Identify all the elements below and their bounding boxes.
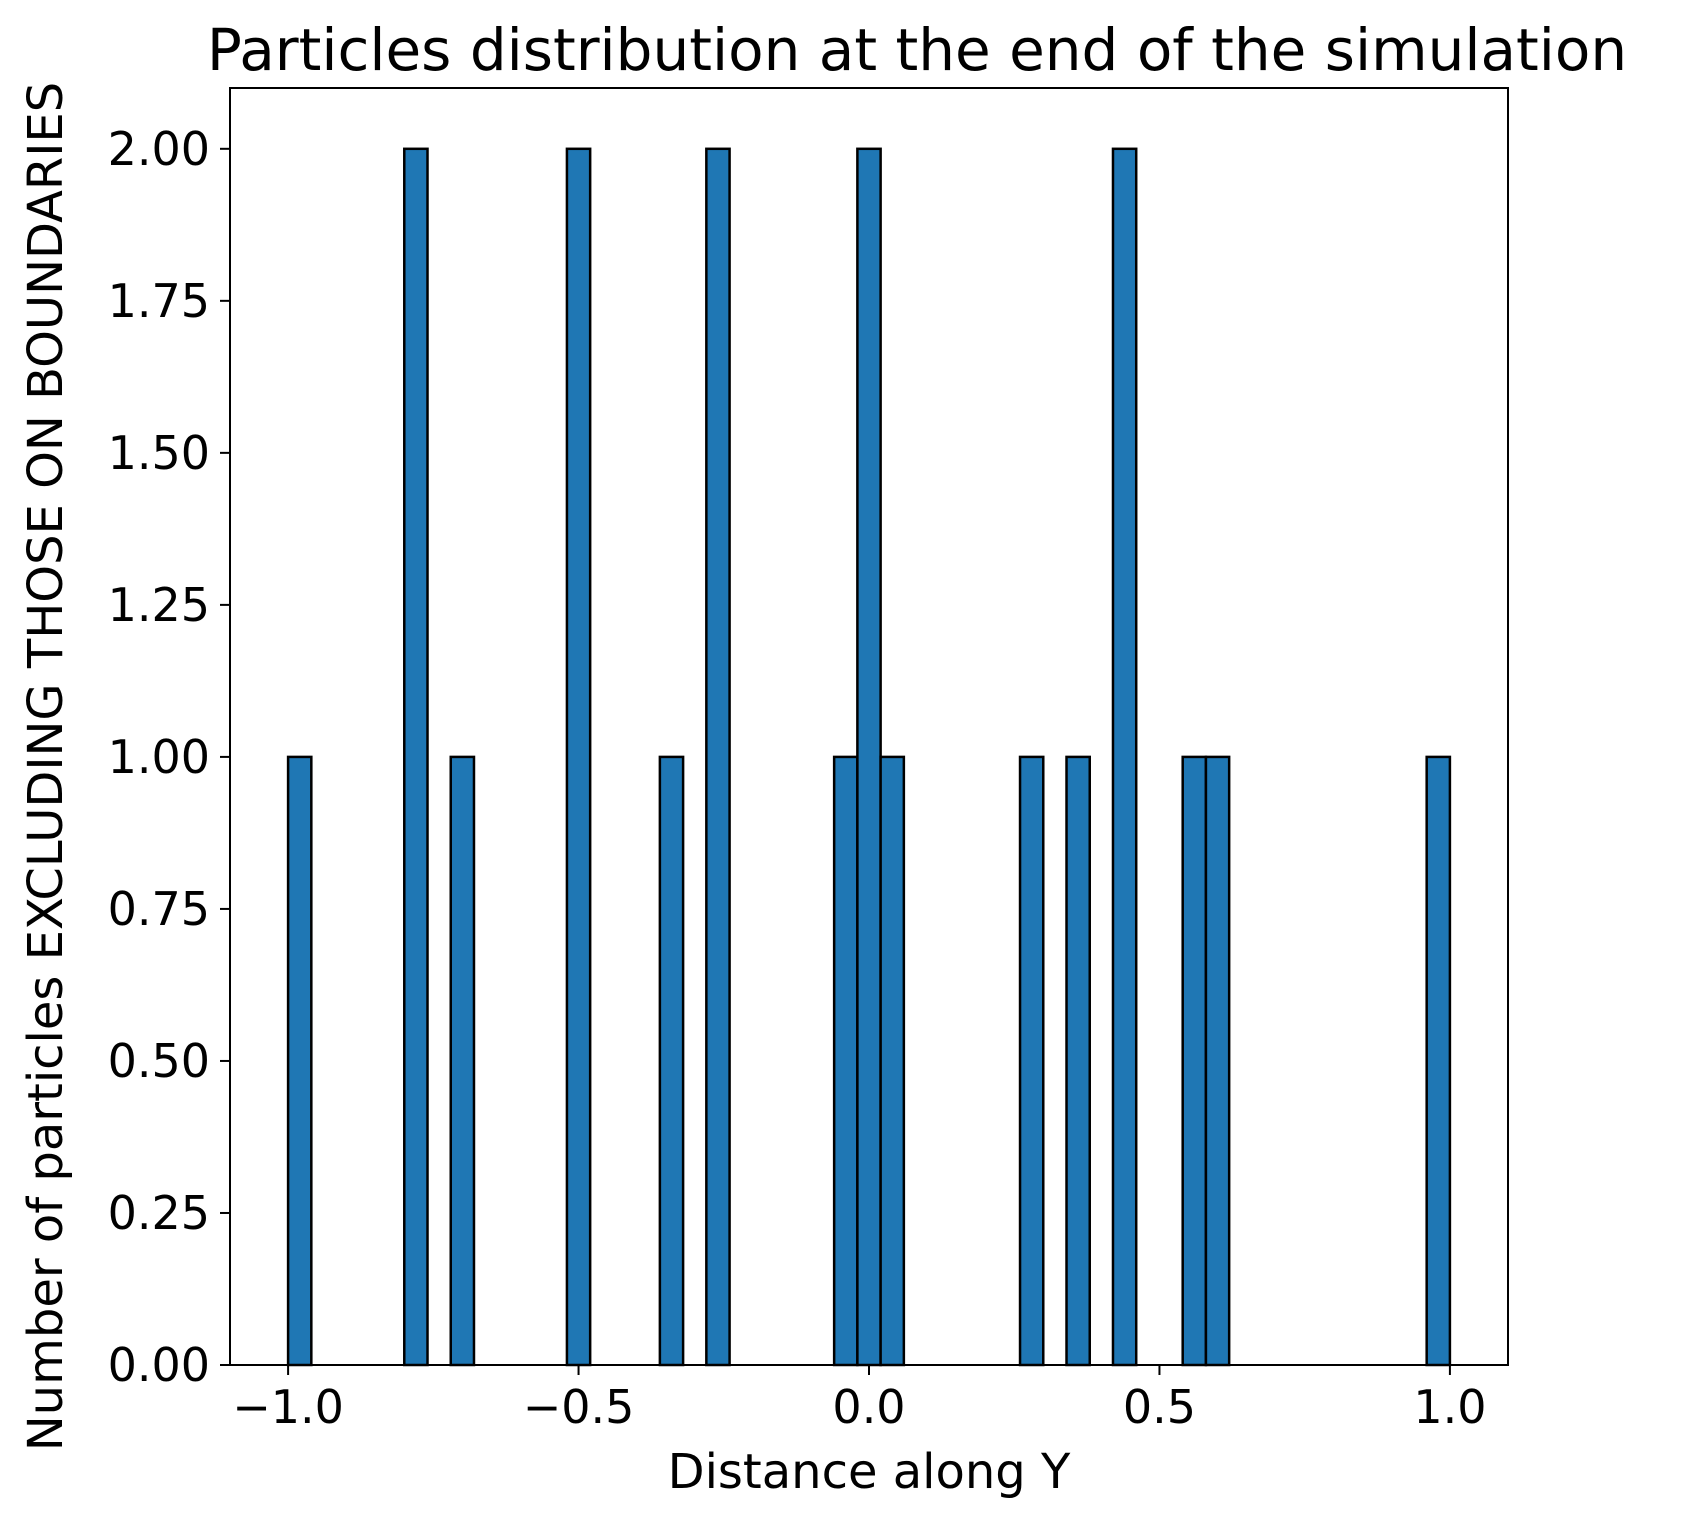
y-tick-label-8: 2.00 [108,122,210,176]
histogram-bar-12 [1181,755,1208,1367]
y-tick-label-0: 0.00 [108,1338,210,1392]
histogram-bar-5 [705,147,731,1367]
x-tick-label-2: 0.0 [832,1380,905,1434]
y-tick-label-1: 0.25 [108,1186,210,1240]
histogram-bar-3 [565,147,592,1367]
histogram-bar-11 [1111,147,1138,1367]
histogram-bar-13 [1204,755,1231,1367]
histogram-bar-0 [286,755,313,1367]
histogram-bar-9 [1018,755,1045,1367]
x-tick-label-0: −1.0 [232,1380,344,1434]
y-tick-label-4: 1.00 [108,730,210,784]
histogram-bar-8 [879,755,906,1367]
histogram-bar-1 [403,147,429,1367]
x-axis-ticks: −1.0 −0.5 0.0 0.5 1.0 [232,1365,1486,1434]
y-axis-label: Number of particles EXCLUDING THOSE ON B… [18,82,74,1451]
y-tick-label-2: 0.50 [108,1034,210,1088]
histogram-bar-6 [832,755,859,1367]
histogram-bar-4 [658,755,685,1367]
chart-title: Particles distribution at the end of the… [207,16,1627,84]
y-tick-label-7: 1.75 [108,274,210,328]
histogram-bar-10 [1065,755,1091,1367]
histogram-bar-2 [449,755,476,1367]
x-tick-label-4: 1.0 [1413,1380,1486,1434]
x-tick-label-3: 0.5 [1123,1380,1196,1434]
histogram-bar-7 [856,147,882,1367]
y-tick-label-5: 1.25 [108,578,210,632]
y-axis-ticks: 0.00 0.25 0.50 0.75 1.00 1.25 1.50 1.75 2.00 [108,122,230,1392]
y-tick-label-6: 1.50 [108,426,210,480]
histogram-bar-14 [1425,755,1452,1367]
x-tick-label-1: −0.5 [523,1380,635,1434]
x-axis-label: Distance along Y [668,1444,1071,1500]
y-tick-label-3: 0.75 [108,882,210,936]
